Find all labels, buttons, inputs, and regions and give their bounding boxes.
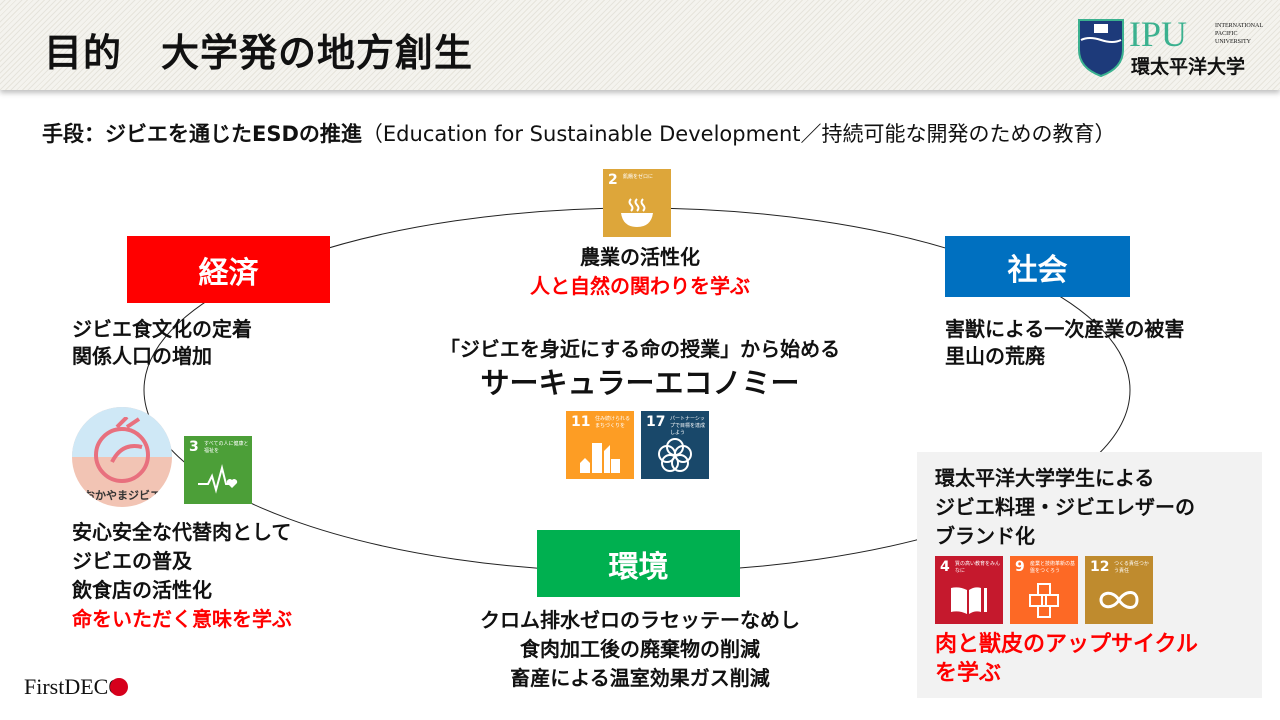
subtitle-normal: （Education for Sustainable Development／持… [361, 122, 1116, 146]
flower-rings-icon [658, 438, 692, 472]
en-2: PACIFIC [1215, 31, 1238, 37]
okayama-gibier-logo: おかやまジビエ [72, 407, 172, 507]
header-bar [0, 0, 1280, 90]
right-red-line: を学ぶ [935, 661, 1002, 686]
economy-label: 経済 [198, 255, 259, 291]
infinity-icon [1099, 591, 1139, 609]
left-line: 安心安全な代替肉として [72, 520, 292, 544]
economy-box: 経済 [127, 236, 330, 303]
buildings-icon [580, 443, 620, 473]
top-line1: 農業の活性化 [580, 245, 700, 269]
sdg-label: 住み続けられるまちづくりを [595, 416, 631, 429]
sdg-label: すべての人に健康と福祉を [204, 441, 249, 454]
left-red-line: 命をいただく意味を学ぶ [72, 607, 292, 631]
economy-line: 関係人口の増加 [72, 344, 212, 368]
top-text: 農業の活性化人と自然の関わりを学ぶ [490, 243, 790, 301]
sdg-num: 17 [646, 414, 666, 430]
cubes-icon [1029, 583, 1059, 618]
left-line: ジビエの普及 [72, 549, 192, 573]
ipu-en: INTERNATIONAL PACIFIC UNIVERSITY [1215, 22, 1263, 46]
sdg-4-icon: 4 質の高い教育をみんなに [935, 556, 1003, 624]
economy-text: ジビエ食文化の定着 関係人口の増加 [72, 316, 252, 370]
firstdeco-text: FirstDECO [24, 674, 125, 699]
right-box-text: 環太平洋大学学生によるジビエ料理・ジビエレザーの ブランド化 [935, 464, 1195, 551]
sdg-12-icon: 12 つくる責任つかう責任 [1085, 556, 1153, 624]
sdg-num: 12 [1090, 559, 1110, 575]
logo-text: おかやまジビエ [84, 489, 161, 502]
right-line: ジビエ料理・ジビエレザーの [935, 495, 1195, 519]
center-line2: サーキュラーエコノミー [480, 366, 800, 400]
bowl-icon [621, 198, 653, 227]
ipu-abbr: IPU [1129, 14, 1188, 54]
right-line: ブランド化 [935, 524, 1035, 548]
society-label: 社会 [1007, 252, 1068, 288]
sdg-label: 飢餓をゼロに [623, 174, 654, 180]
subtitle-bold: 手段：ジビエを通じたESDの推進 [42, 122, 362, 146]
sdg-label: つくる責任つかう責任 [1114, 561, 1149, 574]
economy-line: ジビエ食文化の定着 [72, 317, 252, 341]
right-red-line: 肉と獣皮のアップサイクル [935, 632, 1198, 657]
environment-box: 環境 [537, 530, 740, 597]
sdg-label: 産業と技術革新の基盤をつくろう [1030, 561, 1076, 574]
center-line1: 「ジビエを身近にする命の授業」から始める [439, 337, 841, 361]
sdg-9-icon: 9 産業と技術革新の基盤をつくろう [1010, 556, 1078, 624]
environment-line: 食肉加工後の廃棄物の削減 [520, 637, 760, 661]
en-1: INTERNATIONAL [1215, 23, 1263, 29]
society-line: 害獣による一次産業の被害 [945, 317, 1185, 341]
page-title: 目的 大学発の地方創生 [44, 31, 474, 75]
environment-label: 環境 [608, 549, 669, 585]
sdg-num: 3 [189, 439, 199, 455]
right-red-text: 肉と獣皮のアップサイクル を学ぶ [935, 630, 1198, 688]
subtitle: 手段：ジビエを通じたESDの推進（Education for Sustainab… [42, 118, 1116, 148]
ipu-ja: 環太平洋大学 [1131, 56, 1246, 78]
en-3: UNIVERSITY [1215, 39, 1251, 45]
book-icon [951, 587, 987, 614]
environment-line: 畜産による温室効果ガス削減 [510, 666, 770, 690]
society-box: 社会 [945, 236, 1130, 297]
environment-text: クロム排水ゼロのラセッテーなめし 食肉加工後の廃棄物の削減 畜産による温室効果ガス削… [420, 606, 860, 693]
red-circle-icon [110, 678, 129, 696]
sdg-num: 9 [1015, 559, 1025, 575]
firstdeco-logo: FirstDECO [24, 674, 129, 700]
sdg-2-icon: 2 飢餓をゼロに [603, 169, 671, 237]
sdg-11-icon: 11 住み続けられるまちづくりを [566, 411, 634, 479]
right-line: 環太平洋大学学生による [935, 466, 1155, 490]
sdg-label: パートナーシップで目標を達成しよう [670, 416, 706, 436]
sdg-label: 質の高い教育をみんなに [955, 561, 1001, 574]
environment-line: クロム排水ゼロのラセッテーなめし [480, 608, 800, 632]
heartbeat-icon [198, 464, 238, 494]
left-bottom-text: 安心安全な代替肉として ジビエの普及 飲食店の活性化命をいただく意味を学ぶ [72, 518, 292, 634]
sdg-num: 11 [571, 414, 591, 430]
sdg-num: 4 [940, 559, 950, 575]
society-text: 害獣による一次産業の被害 里山の荒廃 [945, 316, 1184, 370]
ipu-logo: IPU INTERNATIONAL PACIFIC UNIVERSITY 環太平洋大… [1077, 14, 1277, 78]
left-line: 飲食店の活性化 [72, 578, 212, 602]
shield-icon [1078, 19, 1124, 78]
top-line2: 人と自然の関わりを学ぶ [530, 274, 750, 298]
sdg-3-icon: 3 すべての人に健康と福祉を [184, 436, 252, 504]
center-text: 「ジビエを身近にする命の授業」から始めるサーキュラーエコノミー [390, 336, 890, 403]
sdg-num: 2 [608, 172, 618, 188]
deer-icon [94, 417, 150, 483]
society-line: 里山の荒廃 [945, 344, 1045, 368]
sdg-17-icon: 17 パートナーシップで目標を達成しよう [641, 411, 709, 479]
